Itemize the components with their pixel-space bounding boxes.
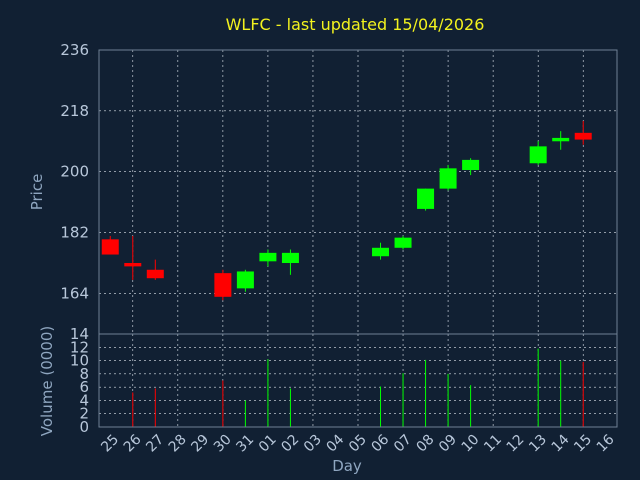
volume-panel-frame bbox=[98, 333, 618, 428]
x-tick-label: 03 bbox=[301, 432, 325, 456]
candle-body bbox=[372, 247, 390, 257]
x-tick-label: 01 bbox=[256, 432, 280, 456]
x-tick-label: 30 bbox=[211, 432, 235, 456]
x-tick-label: 28 bbox=[166, 432, 190, 456]
candle-body bbox=[124, 263, 142, 267]
candle-body bbox=[574, 132, 592, 140]
candle-body bbox=[281, 252, 299, 263]
chart-title: WLFC - last updated 15/04/2026 bbox=[226, 15, 485, 34]
x-tick-labels: 2526272829303101020304050607080910111213… bbox=[98, 432, 617, 456]
volume-tick-label: 6 bbox=[79, 378, 89, 396]
price-tick-label: 236 bbox=[60, 41, 89, 59]
x-tick-label: 31 bbox=[233, 432, 257, 456]
x-tick-label: 11 bbox=[481, 432, 505, 456]
x-tick-label: 27 bbox=[143, 432, 167, 456]
candle-body bbox=[214, 273, 232, 297]
x-tick-label: 04 bbox=[323, 432, 347, 456]
x-tick-label: 08 bbox=[414, 432, 438, 456]
x-tick-label: 02 bbox=[278, 432, 302, 456]
x-tick-label: 15 bbox=[571, 432, 595, 456]
x-tick-label: 25 bbox=[98, 432, 122, 456]
price-tick-label: 182 bbox=[60, 224, 89, 242]
candles bbox=[101, 121, 592, 301]
volume-tick-label: 0 bbox=[79, 418, 89, 436]
price-axis-label: Price bbox=[28, 174, 46, 211]
candle-body bbox=[146, 269, 164, 279]
price-tick-label: 200 bbox=[60, 163, 89, 181]
x-tick-label: 06 bbox=[369, 432, 393, 456]
x-tick-label: 13 bbox=[526, 432, 550, 456]
x-tick-label: 16 bbox=[594, 432, 618, 456]
volume-gridlines bbox=[99, 333, 617, 428]
x-tick-label: 05 bbox=[346, 432, 370, 456]
price-tick-labels: 164 182 200 218 236 bbox=[60, 41, 89, 302]
x-tick-label: 14 bbox=[549, 432, 573, 456]
volume-tick-label: 2 bbox=[79, 405, 89, 423]
candle-body bbox=[259, 252, 277, 262]
price-tick-label: 164 bbox=[60, 284, 89, 302]
volume-tick-label: 4 bbox=[79, 391, 89, 409]
candle-body bbox=[462, 159, 480, 171]
candle-body bbox=[417, 188, 435, 209]
candle-body bbox=[101, 239, 119, 255]
x-tick-label: 26 bbox=[121, 432, 145, 456]
candle-body bbox=[394, 237, 412, 248]
volume-axis-label: Volume (0000) bbox=[38, 326, 56, 436]
x-tick-label: 12 bbox=[504, 432, 528, 456]
x-tick-label: 07 bbox=[391, 432, 415, 456]
price-tick-label: 218 bbox=[60, 102, 89, 120]
volume-tick-label: 8 bbox=[79, 365, 89, 383]
x-tick-label: 10 bbox=[459, 432, 483, 456]
candle-body bbox=[236, 271, 254, 289]
candle-body bbox=[439, 168, 457, 189]
volume-tick-label: 10 bbox=[70, 352, 89, 370]
plot-frames bbox=[98, 49, 618, 428]
x-tick-label: 09 bbox=[436, 432, 460, 456]
candle-body bbox=[529, 146, 547, 164]
x-tick-label: 29 bbox=[188, 432, 212, 456]
x-axis-label: Day bbox=[332, 457, 362, 475]
volume-tick-label: 12 bbox=[70, 338, 89, 356]
price-gridlines bbox=[99, 49, 617, 334]
candle-body bbox=[552, 137, 570, 142]
volume-tick-label: 14 bbox=[70, 325, 89, 343]
volume-bars bbox=[132, 348, 584, 427]
